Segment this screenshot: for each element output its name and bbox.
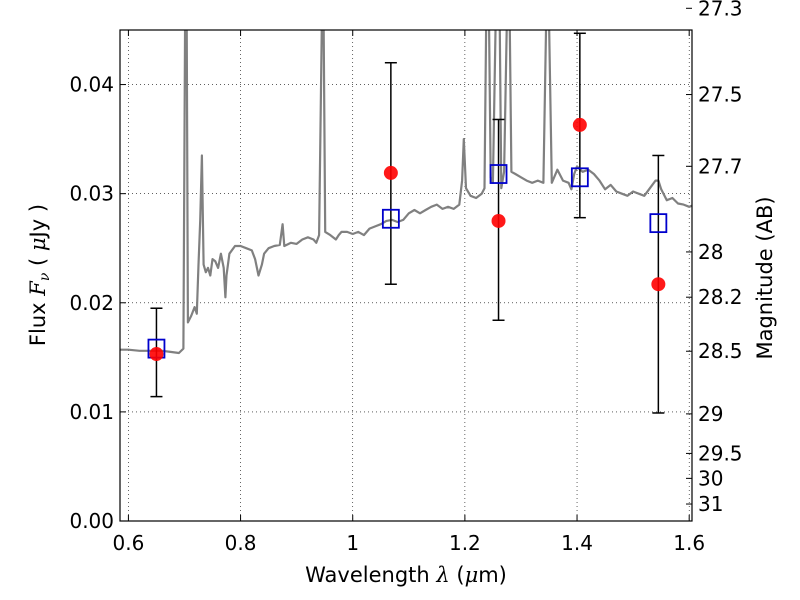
dot-layer (149, 117, 666, 362)
grid (120, 30, 692, 522)
x-tick-label: 1.2 (449, 531, 481, 555)
right-tick-label: 28 (698, 240, 723, 264)
y-tick-label: 0.00 (69, 509, 114, 533)
y-tick-label: 0.03 (69, 182, 114, 206)
model-square-marker (570, 167, 589, 188)
model-square-marker (489, 164, 508, 184)
observed-point (651, 277, 666, 292)
observed-point (491, 213, 506, 228)
x-tick-label: 0.6 (113, 531, 145, 555)
right-tick-label: 27.3 (698, 0, 743, 20)
y-tick-label: 0.01 (69, 400, 114, 424)
model-square-marker (381, 208, 400, 229)
observed-point (572, 117, 587, 132)
y-right-axis-label: Magnitude (AB) (753, 196, 777, 359)
right-tick-label: 30 (698, 466, 723, 490)
y-tick-label: 0.04 (69, 73, 114, 97)
x-tick-label: 1.6 (673, 531, 705, 555)
x-tick-label: 1.4 (561, 531, 593, 555)
right-tick-label: 27.7 (698, 154, 743, 178)
ticks: 0.6 0.8 1 1.2 1.4 1.6 0.00 0.01 0.02 0.03 0.04 27.3… (69, 0, 742, 555)
y-tick-label: 0.02 (69, 291, 114, 315)
y-axis-label: Flux Fν ( μJy ) (26, 204, 53, 346)
observed-point (383, 165, 398, 180)
right-tick-label: 29.5 (698, 441, 743, 465)
right-tick-label: 29 (698, 402, 723, 426)
spectrum-line (120, 30, 692, 355)
right-tick-label: 28.5 (698, 339, 743, 363)
right-tick-label: 31 (698, 492, 723, 516)
square-layer (147, 164, 668, 359)
spectrum-layer (120, 30, 692, 355)
errorbar-layer (150, 32, 665, 414)
right-tick-label: 27.5 (698, 83, 743, 107)
x-tick-label: 0.8 (225, 531, 257, 555)
plot-frame (119, 29, 693, 522)
model-square-marker (649, 213, 668, 234)
right-tick-label: 28.2 (698, 285, 743, 309)
observed-point (149, 347, 164, 362)
x-axis-label: Wavelength λ (μm) (305, 563, 507, 587)
x-tick-label: 1 (346, 531, 359, 555)
